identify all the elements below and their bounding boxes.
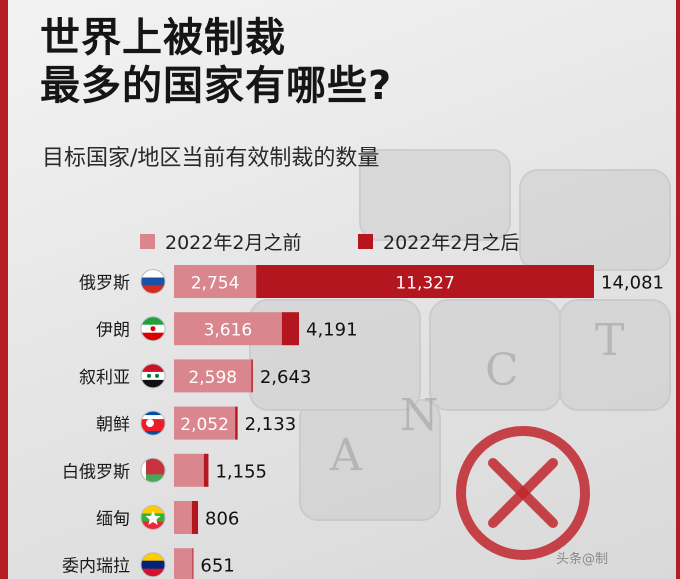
total-label: 2,133 [245, 414, 297, 435]
total-label: 651 [200, 556, 234, 577]
bar-before [174, 265, 257, 298]
legend-item-after: 2022年2月之后 [358, 228, 519, 255]
category-label: 朝鲜 [96, 415, 130, 435]
bar-after [203, 453, 209, 487]
bar-after [191, 501, 199, 534]
bar-after [281, 312, 300, 346]
bar-after [235, 406, 238, 440]
category-label: 叙利亚 [79, 368, 130, 388]
bar-before [174, 359, 252, 393]
prohibited-x-icon [456, 426, 590, 560]
bar-after [251, 359, 253, 393]
bar-before [174, 312, 282, 346]
chart-legend: 2022年2月之前 2022年2月之后 [0, 228, 680, 255]
bar-before [174, 406, 236, 440]
north-korea-flag-icon [140, 410, 166, 436]
chart-subtitle: 目标国家/地区当前有效制裁的数量 [42, 146, 380, 171]
category-label: 伊朗 [96, 321, 130, 341]
syria-flag-icon [140, 363, 166, 389]
total-label: 4,191 [306, 320, 358, 341]
watermark: 头条@制 [556, 552, 609, 567]
svg-text:T: T [595, 315, 624, 366]
bar-before [174, 548, 193, 579]
legend-label-after: 2022年2月之后 [383, 232, 520, 254]
title-line-2: 最多的国家有哪些? [40, 63, 393, 109]
page-title: 世界上被制裁 最多的国家有哪些? [40, 14, 392, 110]
myanmar-flag-icon [140, 505, 166, 530]
legend-swatch-after [358, 234, 373, 249]
venezuela-flag-icon [140, 552, 166, 578]
value-label-before: 2,598 [188, 368, 237, 388]
value-label-before: 2,052 [180, 415, 229, 435]
iran-flag-icon [140, 316, 166, 342]
total-label: 806 [205, 509, 239, 530]
value-label-after: 11,327 [395, 274, 454, 294]
legend-item-before: 2022年2月之前 [140, 228, 301, 255]
total-label: 2,643 [260, 367, 312, 388]
value-label-before: 2,754 [191, 274, 240, 294]
category-label: 俄罗斯 [79, 274, 130, 294]
russia-flag-icon [140, 269, 166, 294]
svg-text:N: N [400, 390, 439, 441]
category-label: 缅甸 [96, 510, 130, 530]
total-label: 1,155 [215, 461, 267, 482]
bar-before [174, 453, 204, 487]
svg-text:C: C [485, 345, 519, 396]
left-border [0, 0, 8, 579]
bar-after [256, 265, 594, 298]
belarus-flag-icon [140, 457, 166, 483]
total-label: 14,081 [601, 273, 664, 294]
svg-text:A: A [329, 430, 363, 481]
bar-before [174, 501, 192, 534]
right-border [676, 0, 680, 579]
legend-label-before: 2022年2月之前 [165, 232, 302, 254]
value-label-before: 3,616 [204, 321, 253, 341]
bar-after [192, 548, 194, 579]
legend-swatch-before [140, 234, 155, 249]
title-line-1: 世界上被制裁 [40, 15, 286, 61]
category-label: 白俄罗斯 [62, 462, 130, 482]
category-label: 委内瑞拉 [62, 557, 130, 577]
